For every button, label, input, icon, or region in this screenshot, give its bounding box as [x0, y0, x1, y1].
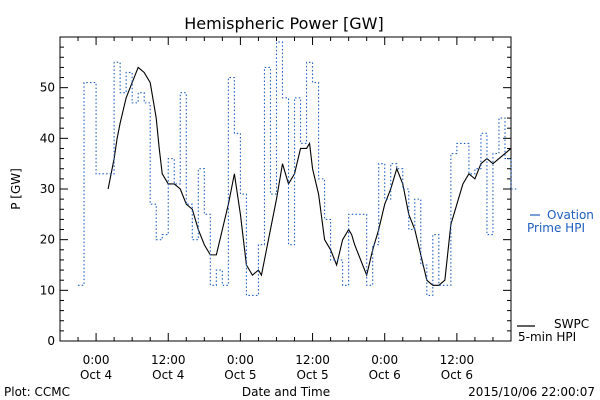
x-tick-label-date: Oct 4: [152, 368, 184, 382]
chart-title: Hemispheric Power [GW]: [184, 14, 383, 33]
x-tick-label-date: Oct 5: [296, 368, 328, 382]
x-tick-label-time: 12:00: [295, 353, 330, 367]
legend-swpc-line1: SWPC: [554, 317, 589, 331]
y-tick-label: 20: [40, 233, 55, 247]
y-tick-label: 40: [40, 131, 55, 145]
x-tick-label-time: 12:00: [440, 353, 475, 367]
x-tick-label-date: Oct 6: [369, 368, 401, 382]
x-tick-label-date: Oct 6: [441, 368, 473, 382]
legend-ovation-line2: Prime HPI: [527, 221, 585, 235]
series-ovation-line: [78, 41, 518, 296]
x-axis-label: Date and Time: [242, 385, 330, 399]
x-tick-label-date: Oct 4: [80, 368, 112, 382]
y-axis-label: P [GW]: [9, 168, 23, 210]
y-tick-label: 50: [40, 81, 55, 95]
x-tick-label-time: 0:00: [83, 353, 110, 367]
x-tick-label-time: 0:00: [227, 353, 254, 367]
x-tick-label-time: 0:00: [371, 353, 398, 367]
legend-ovation: Ovation Prime HPI: [527, 208, 594, 235]
legend-swpc-line2: 5-min HPI: [518, 330, 576, 344]
footer-right: 2015/10/06 22:00:07: [468, 385, 595, 399]
y-tick-label: 10: [40, 283, 55, 297]
x-tick-label-time: 12:00: [151, 353, 186, 367]
y-tick-label: 0: [47, 334, 55, 348]
legend-ovation-line1: Ovation: [547, 208, 594, 222]
footer-left: Plot: CCMC: [4, 385, 70, 399]
x-tick-label-date: Oct 5: [224, 368, 256, 382]
plot-frame: [59, 36, 512, 342]
y-tick-label: 30: [40, 182, 55, 196]
legend-swpc: SWPC 5-min HPI: [517, 317, 589, 344]
